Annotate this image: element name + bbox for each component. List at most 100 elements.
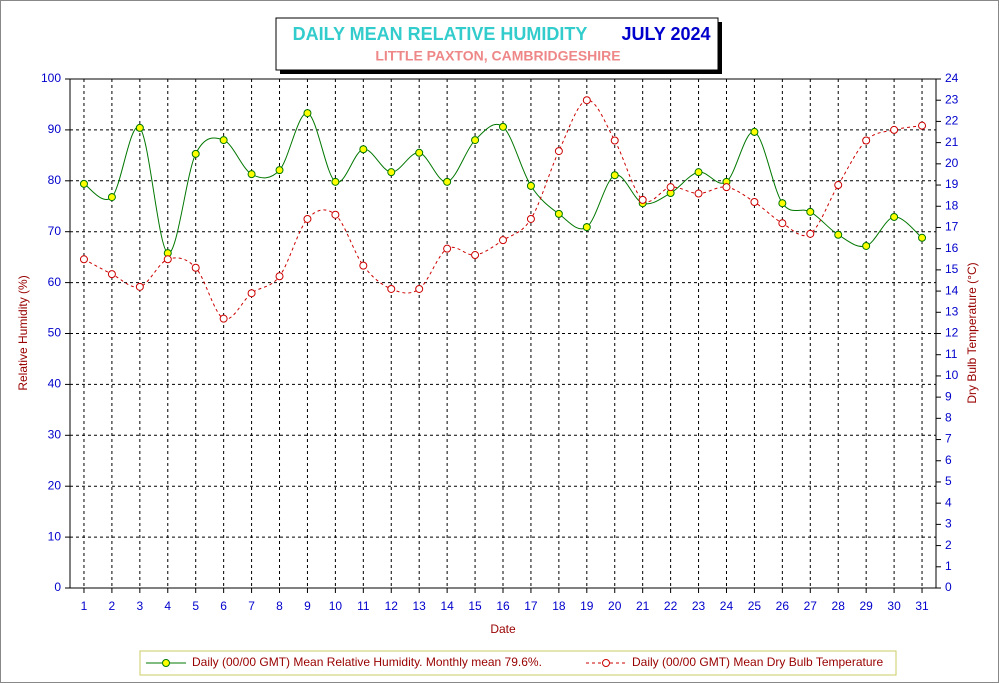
x-tick-label: 30 <box>887 599 901 613</box>
y2-tick-label: 11 <box>945 347 958 361</box>
data-point <box>834 181 843 190</box>
y2-tick-label: 23 <box>945 92 959 106</box>
data-point <box>694 189 703 198</box>
x-tick-label: 6 <box>220 599 227 613</box>
data-point <box>191 263 200 272</box>
y2-tick-label: 10 <box>945 368 959 382</box>
y-tick-label: 20 <box>48 478 62 492</box>
x-tick-label: 4 <box>164 599 171 613</box>
data-point <box>359 261 368 270</box>
data-point <box>778 219 787 228</box>
data-point <box>275 272 284 281</box>
y-tick-label: 90 <box>48 122 62 136</box>
x-tick-label: 18 <box>552 599 566 613</box>
x-tick-label: 5 <box>192 599 199 613</box>
data-point <box>499 122 507 131</box>
data-point <box>303 109 312 118</box>
chart-period: JULY 2024 <box>621 24 710 44</box>
y-axis-label: Relative Humidity (%) <box>16 275 30 390</box>
y2-tick-label: 9 <box>945 389 952 403</box>
data-point <box>638 195 647 204</box>
x-tick-label: 16 <box>496 599 510 613</box>
y2-tick-label: 5 <box>945 474 952 488</box>
data-point <box>415 148 424 157</box>
data-point <box>79 179 88 188</box>
data-point <box>443 244 452 253</box>
x-tick-label: 14 <box>440 599 454 613</box>
legend-label: Daily (00/00 GMT) Mean Relative Humidity… <box>192 655 542 669</box>
y2-tick-label: 1 <box>945 559 952 573</box>
legend-marker <box>162 659 170 667</box>
series-line <box>83 112 923 254</box>
data-point <box>834 230 843 239</box>
data-point <box>610 136 619 145</box>
legend-marker <box>602 659 610 667</box>
x-tick-label: 11 <box>357 599 370 613</box>
y2-tick-label: 22 <box>945 114 959 128</box>
data-point <box>331 210 340 219</box>
x-tick-label: 21 <box>636 599 650 613</box>
y-tick-label: 0 <box>54 580 61 594</box>
x-tick-label: 28 <box>832 599 846 613</box>
x-axis-label: Date <box>490 622 516 636</box>
y2-axis-label: Dry Bulb Temperature (°C) <box>965 262 979 403</box>
data-point <box>359 145 368 154</box>
x-tick-label: 27 <box>804 599 818 613</box>
data-point <box>107 270 116 279</box>
x-tick-label: 25 <box>748 599 762 613</box>
data-point <box>135 123 144 132</box>
y2-tick-label: 17 <box>945 220 959 234</box>
y-tick-label: 80 <box>48 173 62 187</box>
data-point <box>722 183 731 192</box>
data-point <box>499 236 507 245</box>
data-point <box>219 136 228 145</box>
y-tick-label: 70 <box>48 224 62 238</box>
data-point <box>750 127 759 136</box>
x-tick-label: 26 <box>776 599 790 613</box>
y2-tick-label: 12 <box>945 326 959 340</box>
chart-subtitle: LITTLE PAXTON, CAMBRIDGESHIRE <box>375 48 620 64</box>
data-point <box>275 166 284 175</box>
legend-box <box>139 650 897 676</box>
data-point <box>806 207 815 216</box>
data-point <box>666 183 675 192</box>
y-tick-label: 10 <box>48 529 62 543</box>
y2-tick-label: 24 <box>945 71 959 85</box>
x-tick-label: 8 <box>276 599 283 613</box>
data-point <box>387 284 396 293</box>
data-point <box>135 282 144 291</box>
x-tick-label: 15 <box>468 599 482 613</box>
data-point <box>191 149 200 158</box>
y2-tick-label: 16 <box>945 241 959 255</box>
x-tick-label: 1 <box>81 599 88 613</box>
y2-tick-label: 18 <box>945 198 959 212</box>
y2-tick-label: 4 <box>945 495 952 509</box>
data-point <box>219 314 228 323</box>
data-point <box>554 209 563 218</box>
y2-tick-label: 0 <box>945 580 952 594</box>
data-point <box>778 199 787 208</box>
y-tick-label: 40 <box>48 377 62 391</box>
y2-tick-label: 20 <box>945 156 959 170</box>
data-point <box>471 251 480 260</box>
x-tick-label: 23 <box>692 599 706 613</box>
data-point <box>750 198 759 207</box>
x-tick-label: 31 <box>915 599 929 613</box>
data-point <box>694 168 703 177</box>
chart-title: DAILY MEAN RELATIVE HUMIDITY <box>293 24 588 44</box>
x-tick-label: 24 <box>720 599 734 613</box>
plot-area <box>69 78 937 589</box>
data-point <box>582 223 591 232</box>
data-point <box>247 289 256 298</box>
data-point <box>554 147 563 156</box>
data-point <box>247 170 256 179</box>
data-point <box>610 171 619 180</box>
title-box <box>275 17 719 71</box>
y2-tick-label: 21 <box>945 135 959 149</box>
data-point <box>79 255 88 264</box>
x-tick-label: 22 <box>664 599 678 613</box>
x-tick-label: 12 <box>385 599 399 613</box>
legend-label: Daily (00/00 GMT) Mean Dry Bulb Temperat… <box>632 655 884 669</box>
